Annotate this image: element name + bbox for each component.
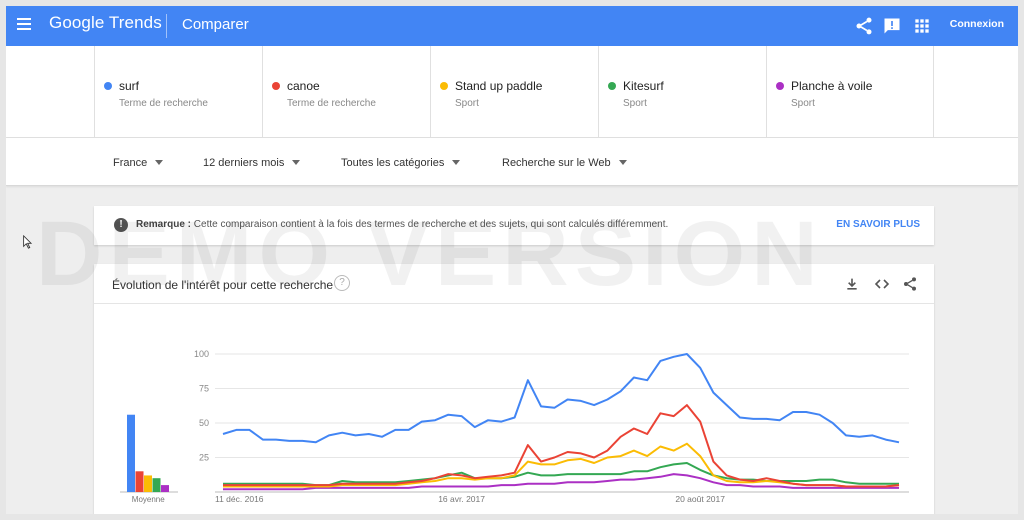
learn-more-link[interactable]: EN SAVOIR PLUS bbox=[836, 219, 920, 230]
card-header: Évolution de l'intérêt pour cette recher… bbox=[94, 264, 934, 304]
average-bar-4 bbox=[152, 478, 161, 492]
period-label: 12 derniers mois bbox=[203, 157, 285, 169]
trends-window: Google Trends Comparer Connexion surf Te… bbox=[6, 6, 1018, 514]
term-type: Sport bbox=[455, 98, 479, 109]
share-icon[interactable] bbox=[902, 276, 918, 292]
dropdown-caret-icon bbox=[155, 160, 164, 165]
x-tick-label: 11 déc. 2016 bbox=[215, 494, 264, 504]
info-icon: ! bbox=[114, 218, 128, 232]
term-name: Kitesurf bbox=[623, 79, 664, 93]
notice-banner: ! Remarque : Cette comparaison contient … bbox=[94, 206, 934, 245]
feedback-icon[interactable] bbox=[882, 16, 902, 36]
trend-chart[interactable]: 25 50 75 100 Moyenne 11 déc. 2016 16 avr. 2017… bbox=[94, 304, 934, 514]
term-name: Stand up paddle bbox=[455, 79, 543, 93]
category-dropdown[interactable]: Toutes les catégories bbox=[341, 157, 461, 169]
app-logo[interactable]: Google Trends bbox=[49, 13, 162, 32]
help-icon[interactable]: ? bbox=[334, 275, 350, 291]
term-card-planche-a-voile[interactable]: Planche à voile Sport bbox=[766, 46, 934, 138]
average-bar-3 bbox=[144, 475, 152, 492]
average-bar-5 bbox=[161, 485, 169, 492]
term-type: Sport bbox=[791, 98, 815, 109]
download-icon[interactable] bbox=[844, 276, 860, 292]
series-line-5 bbox=[223, 473, 899, 491]
appbar-divider bbox=[166, 14, 167, 38]
term-color-dot bbox=[272, 82, 280, 90]
notice-label: Remarque : bbox=[136, 219, 192, 230]
average-bar-1 bbox=[127, 414, 135, 492]
term-color-dot bbox=[440, 82, 448, 90]
page-title: Comparer bbox=[182, 16, 249, 33]
term-type: Sport bbox=[623, 98, 647, 109]
mouse-cursor-icon bbox=[23, 235, 33, 249]
term-card-canoe[interactable]: canoe Terme de recherche bbox=[262, 46, 430, 138]
term-type: Terme de recherche bbox=[119, 98, 208, 109]
region-label: France bbox=[113, 157, 148, 169]
term-name: surf bbox=[119, 79, 140, 93]
y-tick-label: 25 bbox=[199, 453, 209, 463]
series-line-1 bbox=[222, 353, 900, 444]
term-card-stand-up-paddle[interactable]: Stand up paddle Sport bbox=[430, 46, 598, 138]
menu-icon[interactable] bbox=[14, 15, 34, 35]
filter-bar: France 12 derniers mois Toutes les catég… bbox=[6, 138, 1018, 186]
series-line-4 bbox=[223, 462, 899, 487]
x-tick-label: 16 avr. 2017 bbox=[438, 494, 485, 504]
category-label: Toutes les catégories bbox=[341, 157, 445, 169]
dropdown-caret-icon bbox=[292, 160, 301, 165]
notice-text: Remarque : Cette comparaison contient à … bbox=[136, 219, 668, 230]
averages-label: Moyenne bbox=[132, 495, 165, 504]
term-card-kitesurf[interactable]: Kitesurf Sport bbox=[598, 46, 766, 138]
term-color-dot bbox=[776, 82, 784, 90]
period-dropdown[interactable]: 12 derniers mois bbox=[203, 157, 301, 169]
term-name: Planche à voile bbox=[791, 79, 873, 93]
term-color-dot bbox=[104, 82, 112, 90]
connexion-button[interactable]: Connexion bbox=[949, 18, 1004, 30]
card-title: Évolution de l'intérêt pour cette recher… bbox=[112, 278, 334, 292]
embed-icon[interactable] bbox=[874, 276, 890, 292]
region-dropdown[interactable]: France bbox=[113, 157, 164, 169]
compare-terms-bar: surf Terme de recherche canoe Terme de r… bbox=[6, 46, 1018, 138]
term-name: canoe bbox=[287, 79, 320, 93]
term-card-surf[interactable]: surf Terme de recherche bbox=[94, 46, 262, 138]
term-color-dot bbox=[608, 82, 616, 90]
app-bar: Google Trends Comparer Connexion bbox=[6, 6, 1018, 46]
share-icon[interactable] bbox=[854, 16, 874, 36]
y-tick-label: 50 bbox=[199, 418, 209, 428]
notice-body: Cette comparaison contient à la fois des… bbox=[193, 219, 669, 230]
x-tick-label: 20 août 2017 bbox=[675, 494, 725, 504]
search-type-dropdown[interactable]: Recherche sur le Web bbox=[502, 157, 627, 169]
apps-icon[interactable] bbox=[912, 16, 932, 36]
y-tick-label: 75 bbox=[199, 384, 209, 394]
series-line-2 bbox=[223, 404, 900, 488]
term-type: Terme de recherche bbox=[287, 98, 376, 109]
y-tick-label: 100 bbox=[194, 349, 209, 359]
dropdown-caret-icon bbox=[452, 160, 461, 165]
average-bar-2 bbox=[135, 471, 144, 492]
search-type-label: Recherche sur le Web bbox=[502, 157, 611, 169]
interest-over-time-card: Évolution de l'intérêt pour cette recher… bbox=[94, 264, 934, 514]
dropdown-caret-icon bbox=[618, 160, 627, 165]
